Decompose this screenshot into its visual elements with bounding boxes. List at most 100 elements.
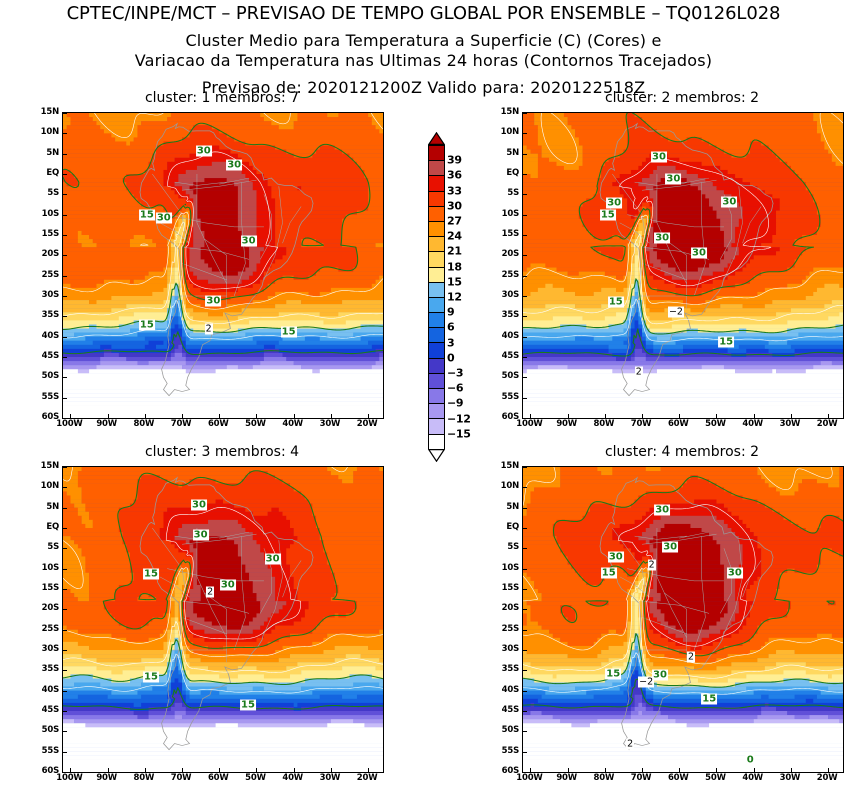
contour-label: −2 xyxy=(638,676,655,688)
x-axis-label: 90W xyxy=(96,419,117,429)
x-axis-label: 60W xyxy=(667,419,689,429)
x-axis-label: 70W xyxy=(170,773,192,783)
x-axis-label: 20W xyxy=(356,773,378,783)
y-axis-tick xyxy=(523,377,527,379)
x-axis-tick xyxy=(107,768,109,772)
panel-cluster-1: cluster: 1 membros: 7 100W 90W 80W 70W 60W 50W… xyxy=(22,90,384,435)
x-axis-label: 40W xyxy=(282,419,303,429)
panel-title-cluster-3: cluster: 3 membros: 4 xyxy=(144,444,300,460)
x-axis-label: 50W xyxy=(245,419,266,429)
y-axis-tick xyxy=(63,214,67,216)
y-axis-tick xyxy=(63,397,67,399)
x-axis-tick xyxy=(368,768,370,772)
y-axis-label: EQ xyxy=(506,522,519,532)
y-axis-label: 5N xyxy=(506,501,519,512)
x-axis-label: 70W xyxy=(630,419,652,429)
y-axis-label: 60S xyxy=(501,412,520,422)
y-axis-tick xyxy=(63,316,67,318)
map-cluster-4[interactable]: 30 30 30 2 15 30 2 15 30 −2 15 2 0 xyxy=(522,466,844,773)
colorbar-swatch xyxy=(429,313,444,329)
colorbar-body xyxy=(428,145,445,450)
y-axis-tick xyxy=(523,113,527,114)
y-axis-label: 15S xyxy=(41,583,60,593)
header-subtitle-line1: Cluster Medio para Temperatura a Superfi… xyxy=(185,31,662,50)
x-axis-label: 40W xyxy=(282,773,303,783)
x-axis-tick xyxy=(716,768,718,772)
x-axis-label: 80W xyxy=(593,419,615,429)
x-axis-label: 40W xyxy=(742,773,763,783)
x-axis-tick xyxy=(182,768,184,772)
colorbar-tick-label: −15 xyxy=(447,427,471,441)
y-axis-label: 50S xyxy=(41,725,60,736)
y-axis-tick xyxy=(523,467,527,468)
x-axis-label: 50W xyxy=(705,419,726,429)
colorbar-swatch xyxy=(429,373,444,389)
colorbar-tick-label: 21 xyxy=(447,244,462,258)
contour-label: 30 xyxy=(226,159,243,171)
x-axis-tick xyxy=(828,768,830,772)
y-axis-label: 60S xyxy=(41,766,60,776)
y-axis-label: 15N xyxy=(40,107,60,117)
y-axis-tick xyxy=(523,568,527,570)
y-axis-label: 45S xyxy=(501,351,520,361)
y-axis-label: 5S xyxy=(47,542,59,553)
y-axis-tick xyxy=(523,487,527,489)
colorbar-tick-label: 33 xyxy=(447,184,462,198)
x-axis-tick xyxy=(716,414,718,418)
y-axis-tick xyxy=(63,711,67,712)
y-axis-label: 25S xyxy=(501,269,520,280)
y-axis-label: 10N xyxy=(500,481,520,492)
y-axis-label: 5S xyxy=(507,542,519,553)
map-cluster-1[interactable]: 30 30 15 30 30 30 15 2 15 xyxy=(62,112,384,419)
contour-label: 30 xyxy=(191,499,207,511)
x-axis-tick xyxy=(642,768,644,772)
colorbar-tick-label: 6 xyxy=(447,320,455,334)
y-axis-tick xyxy=(63,113,67,114)
panel-title-cluster-2: cluster: 2 membros: 2 xyxy=(604,90,760,106)
y-axis-tick xyxy=(523,194,527,196)
x-axis-label: 30W xyxy=(779,773,801,783)
y-axis-label: 35S xyxy=(41,664,60,675)
chart-header: CPTEC/INPE/MCT – PREVISAO DE TEMPO GLOBA… xyxy=(0,0,847,98)
colorbar-swatch xyxy=(429,434,444,450)
map-raster-cluster-3 xyxy=(63,467,383,772)
contour-label: 2 xyxy=(204,323,213,335)
colorbar-tick-label: 39 xyxy=(447,153,462,167)
x-axis-label: 20W xyxy=(816,419,838,429)
y-axis-label: 30S xyxy=(501,644,520,654)
map-cluster-3[interactable]: 30 30 30 15 2 30 15 15 xyxy=(62,466,384,773)
colorbar-tick-label: 15 xyxy=(447,275,462,289)
contour-label: 15 xyxy=(138,209,155,221)
y-axis-tick xyxy=(523,731,527,733)
x-axis-label: 100W xyxy=(56,419,83,429)
y-axis-label: 35S xyxy=(41,310,60,321)
y-axis-tick xyxy=(63,629,67,631)
y-axis-tick xyxy=(523,418,527,419)
colorbar-tick-label: 3 xyxy=(447,336,455,350)
panel-title-cluster-4: cluster: 4 membros: 2 xyxy=(604,444,760,460)
contour-label: 2 xyxy=(686,651,696,663)
colorbar-tick-label: 30 xyxy=(447,199,462,213)
contour-label: 30 xyxy=(662,541,679,553)
map-cluster-2[interactable]: 30 30 30 15 30 30 30 15 −2 15 2 xyxy=(522,112,844,419)
x-axis-label: 50W xyxy=(245,773,266,783)
contour-label: 30 xyxy=(726,567,743,579)
y-axis-label: 45S xyxy=(41,351,60,361)
y-axis-tick xyxy=(63,731,67,733)
y-axis-tick xyxy=(523,650,527,651)
y-axis-label: 10S xyxy=(501,562,520,573)
y-axis-label: 35S xyxy=(501,310,520,321)
x-axis-tick xyxy=(679,414,681,418)
x-axis-tick xyxy=(144,768,146,772)
x-axis-label: 80W xyxy=(133,419,155,429)
y-axis-tick xyxy=(63,357,67,358)
colorbar-swatch xyxy=(429,237,444,253)
x-axis-tick xyxy=(107,414,109,418)
x-axis-label: 30W xyxy=(779,419,801,429)
x-axis-label: 100W xyxy=(516,773,543,783)
x-axis-tick xyxy=(219,414,221,418)
y-axis-tick xyxy=(523,174,527,175)
y-axis-tick xyxy=(523,772,527,773)
contour-label: 30 xyxy=(240,235,257,247)
y-axis-label: 40S xyxy=(501,684,520,695)
